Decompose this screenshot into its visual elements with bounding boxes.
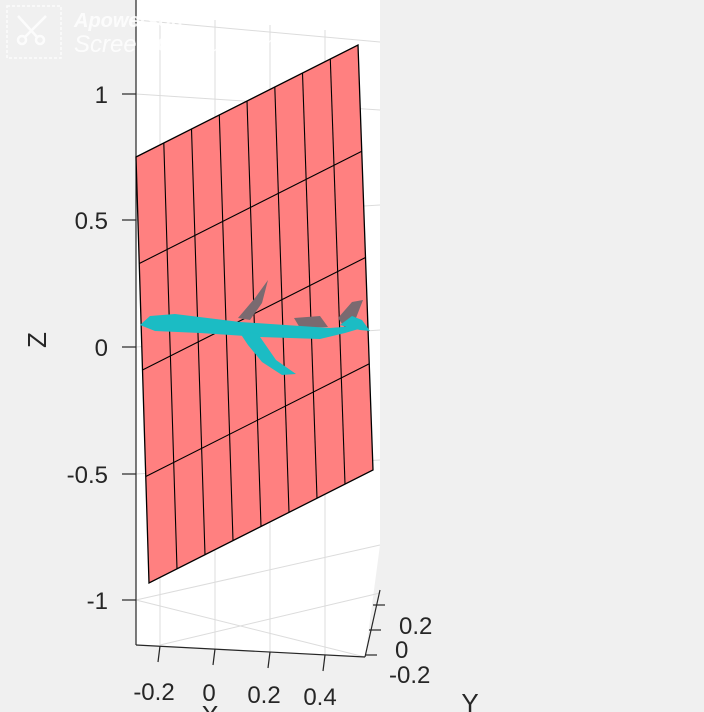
watermark-icon-frame [6, 5, 62, 59]
z-tick-label: 1 [95, 82, 108, 109]
watermark-brand: Apowersoft [73, 10, 185, 32]
aircraft-wing [238, 330, 296, 375]
z-tick-label: -0.5 [67, 462, 108, 489]
y-ticks [365, 604, 385, 656]
plane-grid-col [274, 86, 290, 513]
scissors-icon [16, 15, 47, 46]
plane-grid-col [301, 72, 318, 499]
y-tick-label: 0.2 [399, 613, 432, 640]
y-axis-label: Y [461, 688, 478, 712]
aircraft-fuselage [140, 314, 362, 339]
y-tick-label: 0 [395, 637, 408, 664]
y-tick-label: -0.2 [389, 662, 430, 689]
y-axis-line [364, 589, 381, 658]
aircraft-tail [340, 316, 370, 331]
plane-grid-col [190, 128, 206, 555]
x-ticks [157, 645, 326, 672]
aircraft-shadow [294, 316, 328, 328]
plane-surface [135, 43, 374, 585]
z-axis-label: Z [22, 332, 52, 348]
x-tick-label: 0.2 [247, 682, 280, 709]
axis-lines [135, 0, 381, 658]
z-ticks [122, 93, 136, 601]
z-tick-label: 0.5 [75, 208, 108, 235]
x-tick-label: 0.4 [303, 684, 336, 711]
aircraft [140, 280, 370, 375]
watermark-product: Screen Capture Pro [74, 31, 286, 58]
watermark: Apowersoft Screen Capture Pro [6, 5, 286, 59]
plane-grid-col [163, 142, 178, 569]
x-axis-label: X [201, 700, 218, 712]
aircraft-shadow [338, 300, 363, 328]
x-tick-label: -0.2 [133, 679, 174, 706]
z-tick-label: 0 [95, 335, 108, 362]
aircraft-shadow [238, 280, 268, 320]
plane-grid-col [329, 58, 346, 485]
x-axis-line [135, 644, 366, 658]
z-tick-label: -1 [87, 588, 108, 615]
x-tick-label: 0 [202, 680, 215, 707]
